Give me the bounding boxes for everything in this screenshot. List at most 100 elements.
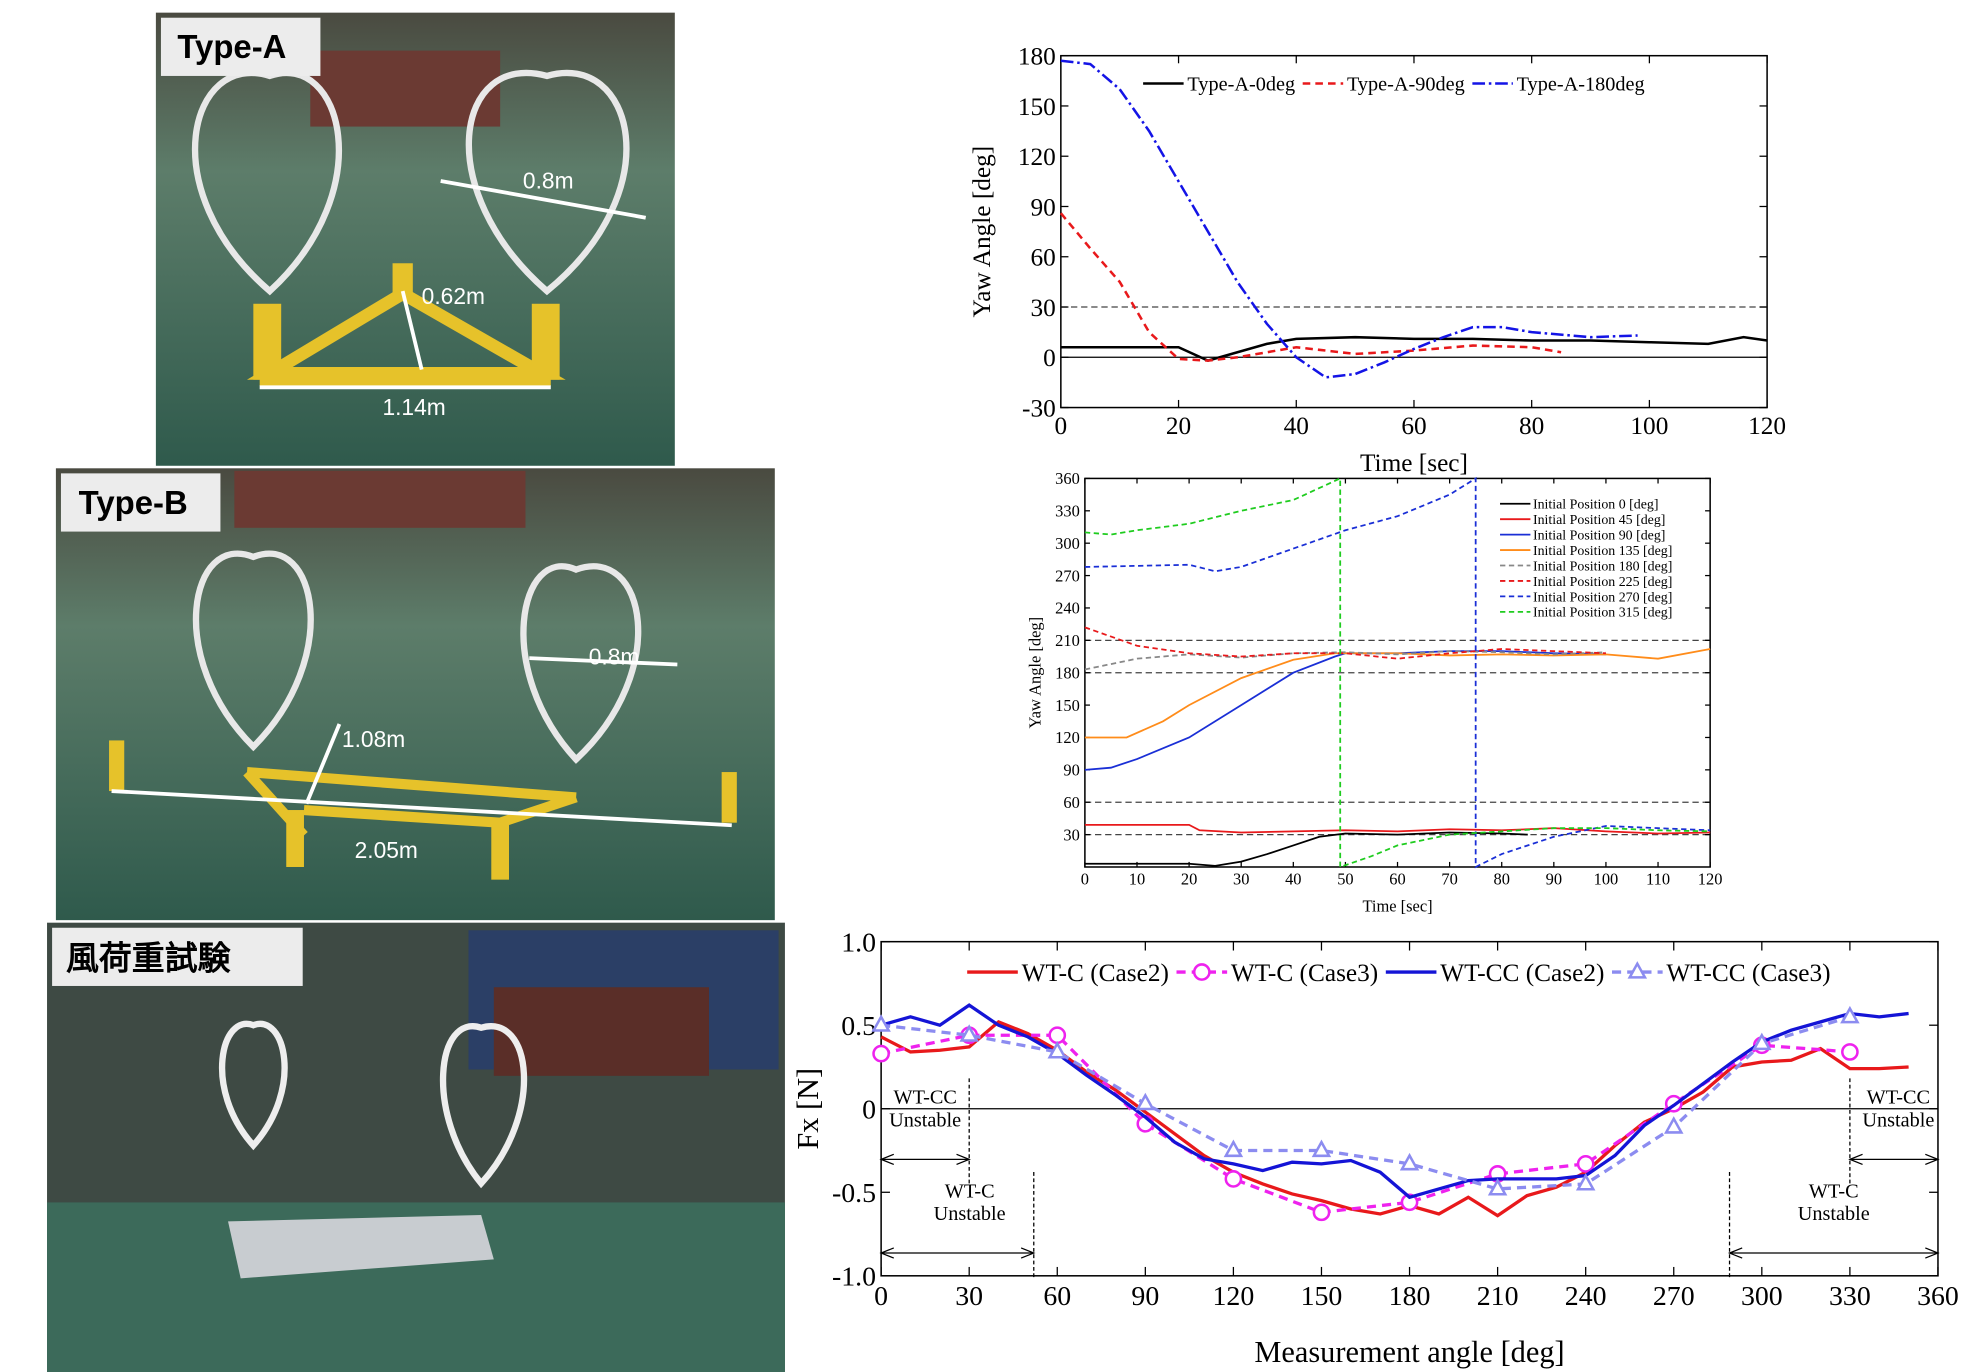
x-tick-label: 70 [1441, 869, 1457, 888]
legend-label: Initial Position 90 [deg] [1533, 528, 1665, 543]
x-tick-label: 330 [1829, 1281, 1871, 1312]
y-tick-label: 180 [1018, 43, 1056, 71]
legend-label: Type-A-180deg [1517, 74, 1645, 96]
x-tick-label: 60 [1389, 869, 1405, 888]
x-tick-label: 120 [1213, 1281, 1255, 1312]
annotation-text: Unstable [934, 1203, 1006, 1225]
annotation-text: Unstable [1798, 1203, 1870, 1225]
page: {"photos":[ {"label":"Type-A","annotatio… [0, 0, 1985, 1372]
legend-label: Initial Position 225 [deg] [1533, 575, 1672, 590]
x-tick-label: 30 [955, 1281, 983, 1312]
x-tick-label: 50 [1337, 869, 1353, 888]
photo-annotation: 0.8m [523, 168, 574, 194]
y-tick-label: 120 [1055, 728, 1080, 747]
y-tick-label: 330 [1055, 502, 1080, 521]
legend-label: Initial Position 315 [deg] [1533, 606, 1672, 621]
legend-label: Type-A-90deg [1347, 74, 1465, 96]
y-tick-label: 240 [1055, 599, 1080, 618]
legend-label: WT-CC (Case3) [1666, 959, 1830, 987]
x-tick-label: 60 [1401, 412, 1426, 440]
legend-label: WT-CC (Case2) [1440, 959, 1604, 987]
plot-frame [1061, 56, 1767, 408]
marker [1842, 1044, 1857, 1059]
legend-label: Initial Position 135 [deg] [1533, 544, 1672, 559]
annotation-text: Unstable [889, 1109, 961, 1131]
marker [1578, 1156, 1593, 1171]
x-tick-label: 100 [1630, 412, 1668, 440]
legend-label: Initial Position 270 [deg] [1533, 590, 1672, 605]
photo-annotation: 0.8m [589, 643, 640, 669]
legend-label: Initial Position 0 [deg] [1533, 498, 1659, 513]
x-tick-label: 0 [874, 1281, 888, 1312]
y-tick-label: 0.5 [841, 1011, 876, 1042]
photo-label: Type-B [79, 484, 188, 521]
x-tick-label: 20 [1181, 869, 1197, 888]
y-tick-label: -0.5 [832, 1178, 876, 1209]
photo-annotation: 0.62m [422, 283, 485, 309]
y-tick-label: 0 [1043, 344, 1056, 372]
y-tick-label: 1.0 [841, 927, 876, 958]
annotation-text: WT-C [945, 1180, 995, 1202]
x-tick-label: 90 [1131, 1281, 1159, 1312]
x-tick-label: 210 [1477, 1281, 1519, 1312]
y-tick-label: 180 [1055, 663, 1080, 682]
photo-type-b: Type-B 0.8m 1.08m 2.05m [56, 468, 775, 920]
annotation-text: WT-C [1809, 1180, 1859, 1202]
x-tick-label: 40 [1284, 412, 1309, 440]
x-tick-label: 120 [1748, 412, 1786, 440]
photo-label: Type-A [177, 28, 286, 65]
chart: -1.0-0.500.51.00306090120150180210240270… [791, 927, 1959, 1368]
y-tick-label: 150 [1055, 696, 1080, 715]
x-tick-label: 10 [1129, 869, 1145, 888]
float [532, 304, 560, 380]
x-tick-label: 180 [1389, 1281, 1431, 1312]
photo-annotation: 1.08m [342, 726, 405, 752]
photo-annotation: 1.14m [382, 394, 445, 420]
y-tick-label: 30 [1063, 825, 1079, 844]
legend-label: WT-C (Case3) [1231, 959, 1378, 987]
x-axis-label: Measurement angle [deg] [1254, 1335, 1564, 1369]
photo-detail [234, 471, 525, 528]
photo-label: 風荷重試験 [66, 940, 232, 977]
x-tick-label: 0 [1081, 869, 1089, 888]
annotation-text: WT-CC [1867, 1087, 1930, 1109]
float [109, 740, 124, 791]
y-tick-label: 300 [1055, 534, 1080, 553]
x-tick-label: 80 [1494, 869, 1510, 888]
y-tick-label: -1.0 [832, 1262, 876, 1293]
x-tick-label: 20 [1166, 412, 1191, 440]
x-tick-label: 100 [1594, 869, 1619, 888]
chart: -300306090120150180020406080100120Time [… [968, 43, 1786, 477]
x-tick-label: 80 [1519, 412, 1544, 440]
x-tick-label: 110 [1646, 869, 1670, 888]
x-tick-label: 300 [1741, 1281, 1783, 1312]
float [253, 304, 281, 380]
x-tick-label: 0 [1055, 412, 1068, 440]
x-tick-label: 120 [1698, 869, 1723, 888]
photo-annotation: 2.05m [355, 837, 418, 863]
x-tick-label: 40 [1285, 869, 1301, 888]
y-tick-label: 90 [1063, 761, 1079, 780]
y-tick-label: 270 [1055, 566, 1080, 585]
float [722, 772, 737, 823]
y-tick-label: 0 [862, 1094, 876, 1125]
x-axis-label: Time [sec] [1360, 449, 1468, 477]
y-tick-label: -30 [1022, 394, 1056, 422]
marker [1226, 1171, 1241, 1186]
photo-wind-test: 風荷重試験 [47, 923, 785, 1372]
x-tick-label: 90 [1546, 869, 1562, 888]
legend-label: Initial Position 45 [deg] [1533, 513, 1665, 528]
marker [1050, 1028, 1065, 1043]
y-tick-label: 60 [1030, 244, 1055, 272]
x-tick-label: 60 [1043, 1281, 1071, 1312]
marker [874, 1046, 889, 1061]
marker [1194, 964, 1209, 979]
annotation-text: Unstable [1862, 1109, 1934, 1131]
x-axis-label: Time [sec] [1362, 896, 1432, 915]
x-tick-label: 240 [1565, 1281, 1607, 1312]
photo-detail [494, 987, 709, 1076]
y-axis-label: Fx [N] [791, 1068, 825, 1150]
y-axis-label: Yaw Angle [deg] [968, 146, 996, 318]
